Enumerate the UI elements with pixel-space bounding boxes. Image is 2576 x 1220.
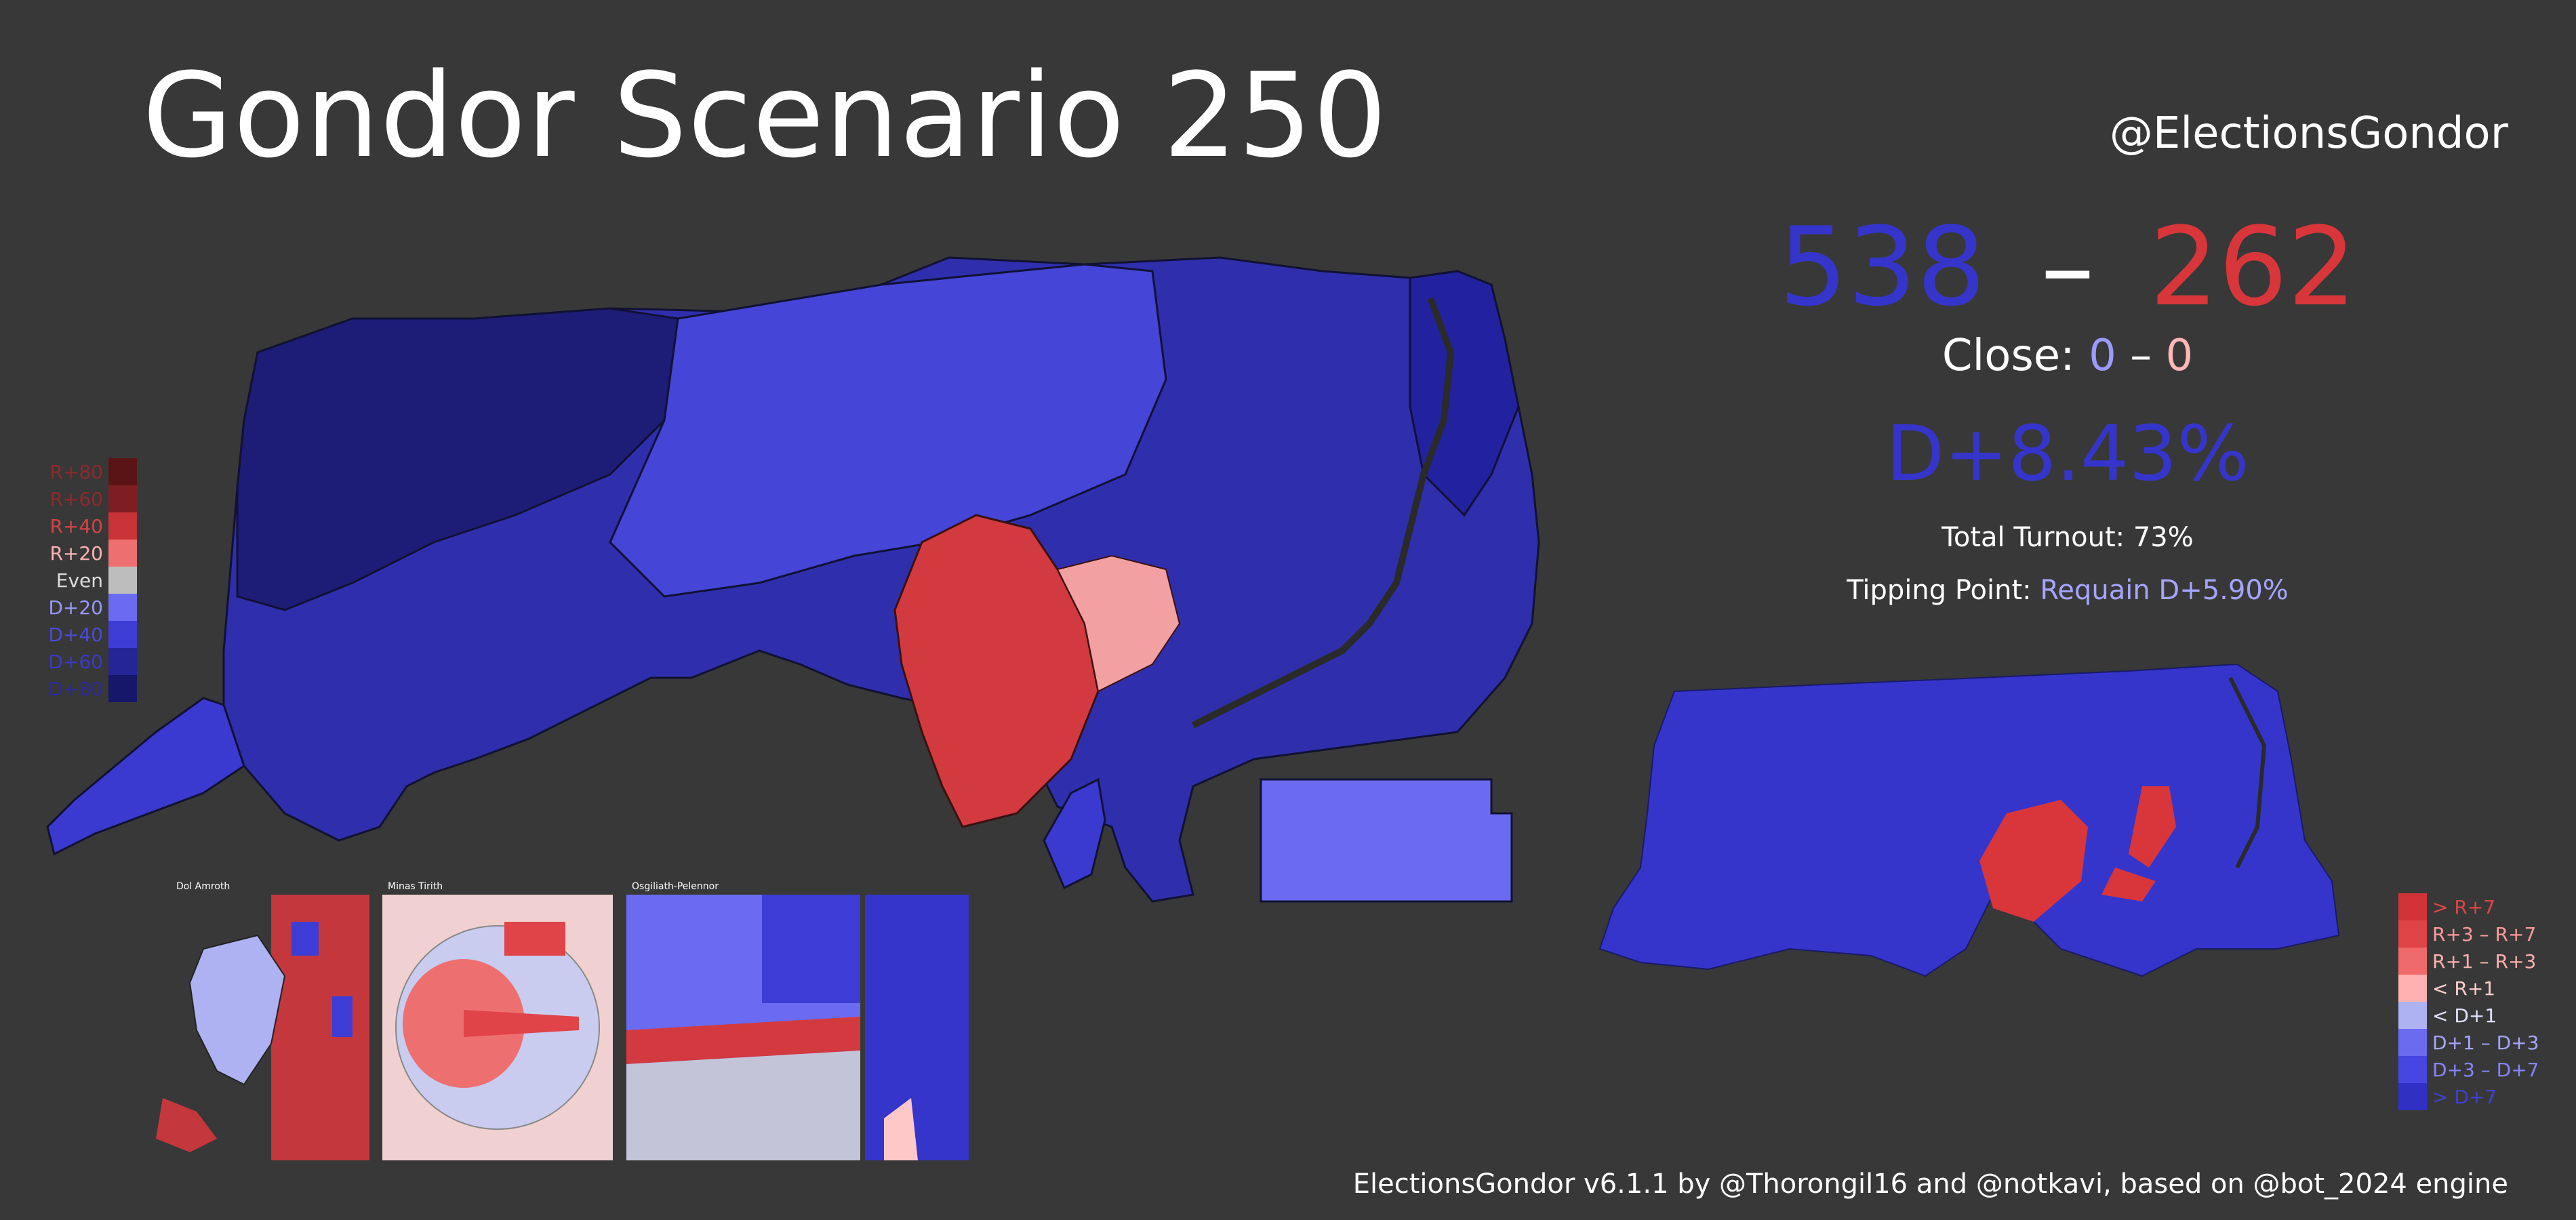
close-dem-count: 0 (2089, 331, 2116, 381)
map-region-southwest (46, 697, 245, 856)
legend-label: R+3 – R+7 (2432, 922, 2537, 946)
inset-map-dol-amroth (156, 895, 369, 1160)
close-rep-count: 0 (2165, 331, 2194, 381)
page-title: Gondor Scenario 250 (142, 47, 1388, 184)
popular-vote-margin: D+8.43% (1886, 410, 2249, 498)
inset-label-minas-tirith: Minas Tirith (388, 881, 443, 892)
rep-seat-count: 262 (2149, 203, 2357, 330)
close-seats: Close: 0 – 0 (1776, 331, 2359, 381)
legend-row: > D+7 (2398, 1083, 2539, 1110)
map-region-southeast-block (1260, 778, 1513, 903)
legend-swatch (2398, 1002, 2427, 1029)
legend-swatch (2398, 1083, 2427, 1110)
legend-row: Even (41, 567, 137, 594)
legend-swatch (2398, 948, 2427, 975)
inset-label-dol-amroth: Dol Amroth (176, 881, 230, 892)
map-region-northwest (236, 307, 679, 611)
legend-swatch (108, 540, 137, 567)
legend-label: < D+1 (2432, 1004, 2497, 1027)
legend-row: D+20 (41, 594, 137, 621)
dem-seat-count: 538 (1778, 203, 1986, 330)
legend-swatch (108, 485, 137, 512)
close-separator: – (2130, 331, 2152, 381)
legend-label: D+80 (48, 677, 103, 700)
legend-swatch (2398, 920, 2427, 948)
legend-row: < D+1 (2398, 1002, 2539, 1029)
seat-separator: – (2040, 203, 2095, 330)
legend-row: D+1 – D+3 (2398, 1029, 2539, 1056)
legend-row: D+3 – D+7 (2398, 1056, 2539, 1083)
legend-row: D+40 (41, 621, 137, 648)
legend-label: R+60 (49, 487, 103, 510)
legend-swatch (2398, 893, 2427, 920)
legend-label: D+40 (48, 623, 103, 646)
legend-row: R+20 (41, 540, 137, 567)
seat-legend: > R+7 R+3 – R+7 R+1 – R+3 < R+1 < D+1 D+… (2398, 893, 2539, 1110)
close-label: Close: (1941, 331, 2075, 381)
turnout-text: Total Turnout: 73% (1941, 522, 2194, 553)
legend-label: > D+7 (2432, 1085, 2497, 1108)
legend-label: R+20 (49, 542, 103, 565)
legend-label: R+40 (49, 514, 103, 537)
district-map (1598, 664, 2340, 977)
legend-swatch (108, 621, 137, 648)
legend-swatch (2398, 1056, 2427, 1083)
legend-swatch (108, 675, 137, 702)
legend-swatch (108, 512, 137, 540)
tipping-point: Tipping Point: Requain D+5.90% (1776, 575, 2359, 606)
inset-map-minas-tirith (382, 895, 613, 1160)
map-region-east (1409, 270, 1520, 517)
main-map (46, 256, 1540, 903)
legend-row: R+60 (41, 485, 137, 512)
legend-row: > R+7 (2398, 893, 2539, 920)
legend-label: < R+1 (2432, 977, 2496, 1000)
footer-credit: ElectionsGondor v6.1.1 by @Thorongil16 a… (1352, 1168, 2508, 1200)
legend-swatch (2398, 975, 2427, 1002)
legend-label: R+1 – R+3 (2432, 950, 2537, 973)
map-region-island (1043, 777, 1106, 890)
legend-row: R+1 – R+3 (2398, 948, 2539, 975)
legend-label: R+80 (49, 460, 103, 483)
legend-label: D+3 – D+7 (2432, 1058, 2539, 1081)
legend-swatch (2398, 1029, 2427, 1056)
tipping-value: Requain D+5.90% (2040, 575, 2289, 606)
legend-swatch (108, 567, 137, 594)
inset-map-osgiliath-pelennor (626, 895, 969, 1160)
legend-label: D+1 – D+3 (2432, 1031, 2539, 1054)
social-handle: @ElectionsGondor (2109, 108, 2508, 159)
legend-row: D+60 (41, 648, 137, 675)
inset-label-osgiliath-pelennor: Osgiliath-Pelennor (632, 881, 719, 892)
legend-label: D+60 (48, 650, 103, 673)
legend-row: R+3 – R+7 (2398, 920, 2539, 948)
map-region-red-metro (893, 514, 1100, 828)
river-line (1191, 297, 1455, 729)
legend-label: D+20 (48, 596, 103, 619)
legend-row: < R+1 (2398, 975, 2539, 1002)
legend-row: D+80 (41, 675, 137, 702)
legend-swatch (108, 648, 137, 675)
legend-row: R+40 (41, 512, 137, 540)
legend-label: Even (56, 569, 103, 592)
map-region-pink-fringe (1056, 554, 1181, 693)
legend-swatch (108, 458, 137, 485)
legend-swatch (108, 594, 137, 621)
seat-count: 538 – 262 (1776, 203, 2359, 330)
legend-label: > R+7 (2432, 895, 2496, 918)
margin-legend: R+80 R+60 R+40 R+20 Even D+20 D+40 D+60 … (41, 458, 137, 702)
legend-row: R+80 (41, 458, 137, 485)
tipping-label: Tipping Point: (1847, 575, 2032, 606)
